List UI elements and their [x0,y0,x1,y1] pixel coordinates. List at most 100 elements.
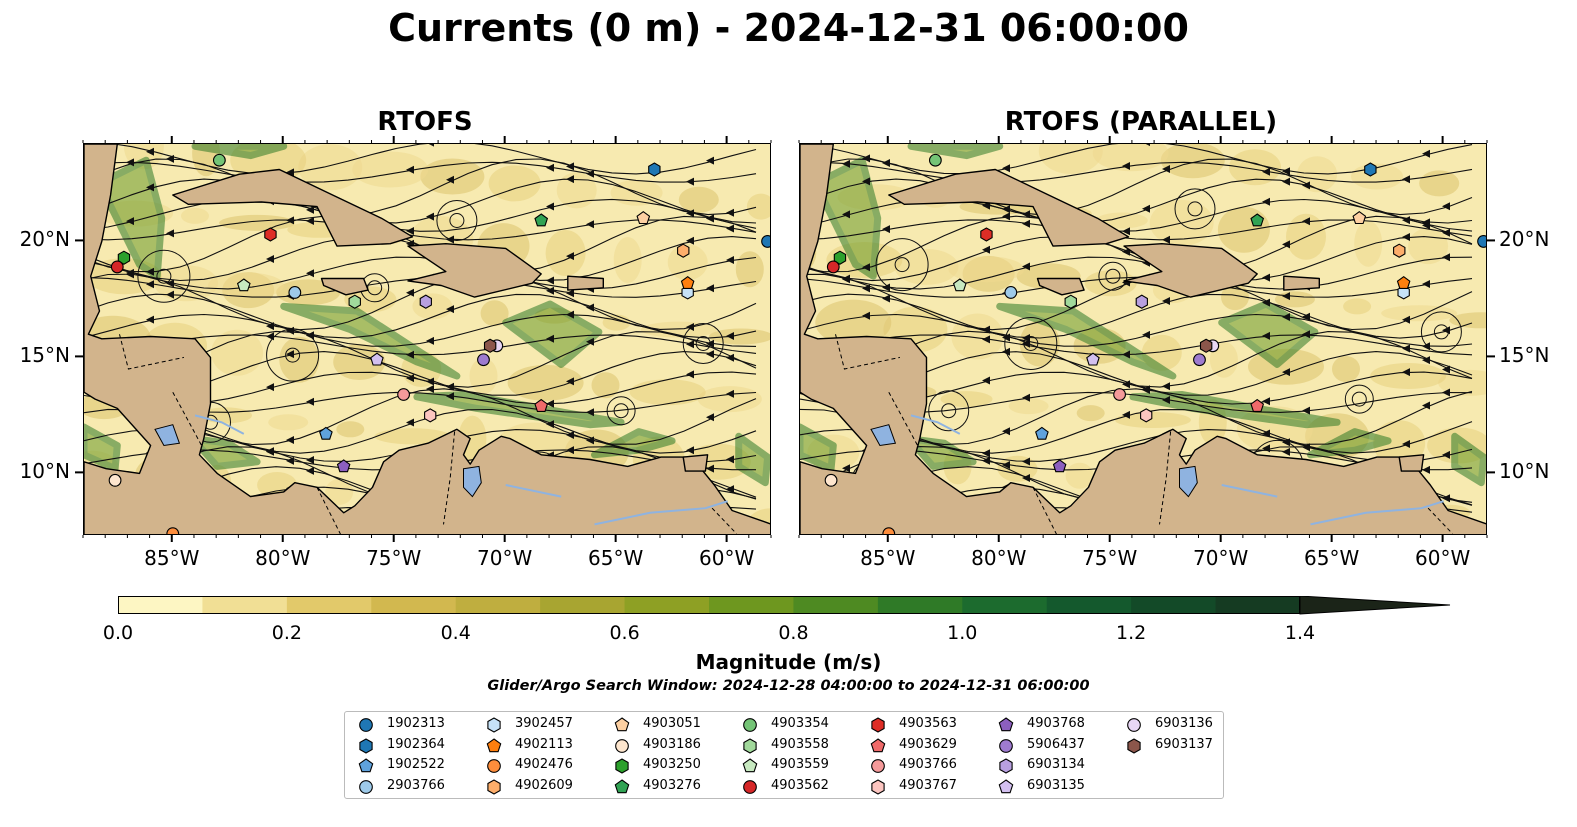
float-marker-6903134[interactable] [1135,294,1148,309]
legend-marker-4903559[interactable] [742,758,758,773]
eddy-core [1187,201,1203,217]
legend-marker-4903558[interactable] [743,737,757,754]
river [505,484,562,498]
legend-marker-2903766[interactable] [359,779,373,794]
fast-current-zone [996,302,1177,380]
legend-marker-4902476[interactable] [487,759,501,773]
legend-marker-6903136[interactable] [1127,718,1141,732]
legend-marker-4902113[interactable] [486,737,502,752]
float-marker-6903137[interactable] [1199,338,1213,353]
legend-marker-4903766[interactable] [871,759,885,773]
streamline [800,158,1473,216]
float-marker-6903135[interactable] [1086,352,1100,366]
legend-marker-6903134[interactable] [999,758,1013,774]
speed-band [181,207,209,224]
legend-marker-4903768[interactable] [998,717,1014,732]
float-marker-4903250[interactable] [833,250,847,265]
float-marker-4903562[interactable] [110,260,124,274]
float-marker-2903766[interactable] [1004,286,1018,299]
float-marker-5906437[interactable] [1193,353,1206,367]
float-marker-4903563[interactable] [980,227,993,242]
streamline [84,178,757,224]
fast-current-zone [191,144,288,160]
float-marker-4903767[interactable] [424,408,437,423]
float-marker-4902609[interactable] [677,243,690,258]
legend-marker-4903250[interactable] [615,758,629,774]
lat-tick-label-left: 10°N [19,459,70,484]
float-marker-4903250[interactable] [117,250,131,265]
legend-marker-1902313[interactable] [359,718,373,732]
float-marker-3902457[interactable] [1397,285,1410,300]
legend-marker-6903137[interactable] [1127,737,1141,754]
float-marker-4903186[interactable] [108,473,122,487]
float-marker-4903559[interactable] [236,278,251,292]
float-marker-1902313[interactable] [1477,235,1487,248]
float-marker-2903766[interactable] [288,286,302,299]
legend-marker-4903354[interactable] [743,718,757,732]
float-marker-4903559[interactable] [952,278,967,292]
flow-arrow [266,383,274,392]
flow-arrow [686,370,694,379]
legend-marker-4903629[interactable] [870,737,886,752]
float-marker-4902476[interactable] [166,527,180,535]
legend-marker-1902364[interactable] [359,737,373,754]
float-marker-4902113[interactable] [1396,276,1411,289]
legend-marker-4902609[interactable] [487,778,501,795]
float-marker-4903629[interactable] [1250,398,1265,412]
float-marker-4903768[interactable] [1052,459,1067,473]
flow-arrow [426,336,434,345]
float-marker-4903558[interactable] [1064,294,1077,309]
map-panel-rtofs-parallel[interactable] [799,143,1487,535]
float-marker-4903766[interactable] [397,388,410,401]
float-marker-4903276[interactable] [534,213,549,227]
float-marker-4902609[interactable] [1393,243,1406,258]
float-marker-4903186[interactable] [824,473,838,487]
float-marker-6903137[interactable] [483,338,497,353]
flow-arrow [126,158,134,167]
speed-band [420,158,485,195]
float-marker-3902457[interactable] [681,285,694,300]
float-marker-1902522[interactable] [1035,426,1049,440]
float-marker-4903563[interactable] [264,227,277,242]
float-marker-5906437[interactable] [477,353,490,367]
flow-arrow [428,144,434,147]
float-marker-6903135[interactable] [370,352,384,366]
float-marker-1902364[interactable] [1364,162,1377,177]
lat-tick-label-left: 20°N [19,227,70,252]
float-marker-4902476[interactable] [882,527,896,535]
legend-marker-4903767[interactable] [871,778,885,795]
legend-marker-4903563[interactable] [871,717,885,733]
float-marker-1902364[interactable] [648,162,661,177]
float-marker-4903354[interactable] [928,153,942,167]
float-marker-4903629[interactable] [534,398,549,412]
legend-marker-4903186[interactable] [615,738,629,753]
map-panel-rtofs[interactable] [83,143,771,535]
flow-arrow [706,156,714,165]
colorbar-outline [118,596,1300,614]
colorbar-tick-label: 1.2 [1116,622,1147,644]
legend-marker-5906437[interactable] [999,738,1013,753]
legend-marker-6903135[interactable] [998,778,1014,793]
float-marker-4903354[interactable] [212,153,226,167]
float-marker-4903051[interactable] [636,211,651,225]
flow-arrow [1422,280,1430,288]
legend-marker-4903562[interactable] [743,779,757,794]
float-marker-4903766[interactable] [1113,388,1126,401]
float-marker-1902522[interactable] [319,426,333,440]
float-marker-4903276[interactable] [1250,213,1265,227]
flow-arrow [862,177,870,186]
float-marker-4903767[interactable] [1140,408,1153,423]
legend-marker-3902457[interactable] [487,717,501,733]
float-marker-1902313[interactable] [761,235,771,248]
float-marker-4903768[interactable] [336,459,351,473]
float-marker-4903558[interactable] [348,294,361,309]
legend-marker-4903276[interactable] [614,778,630,793]
legend-marker-1902522[interactable] [358,758,374,773]
legend-marker-4903051[interactable] [614,717,630,732]
flow-arrow [1262,273,1270,282]
float-marker-4902113[interactable] [680,276,695,289]
float-marker-4903562[interactable] [826,260,840,274]
float-marker-6903134[interactable] [419,294,432,309]
flow-arrow [1022,219,1030,228]
float-marker-4903051[interactable] [1352,211,1367,225]
